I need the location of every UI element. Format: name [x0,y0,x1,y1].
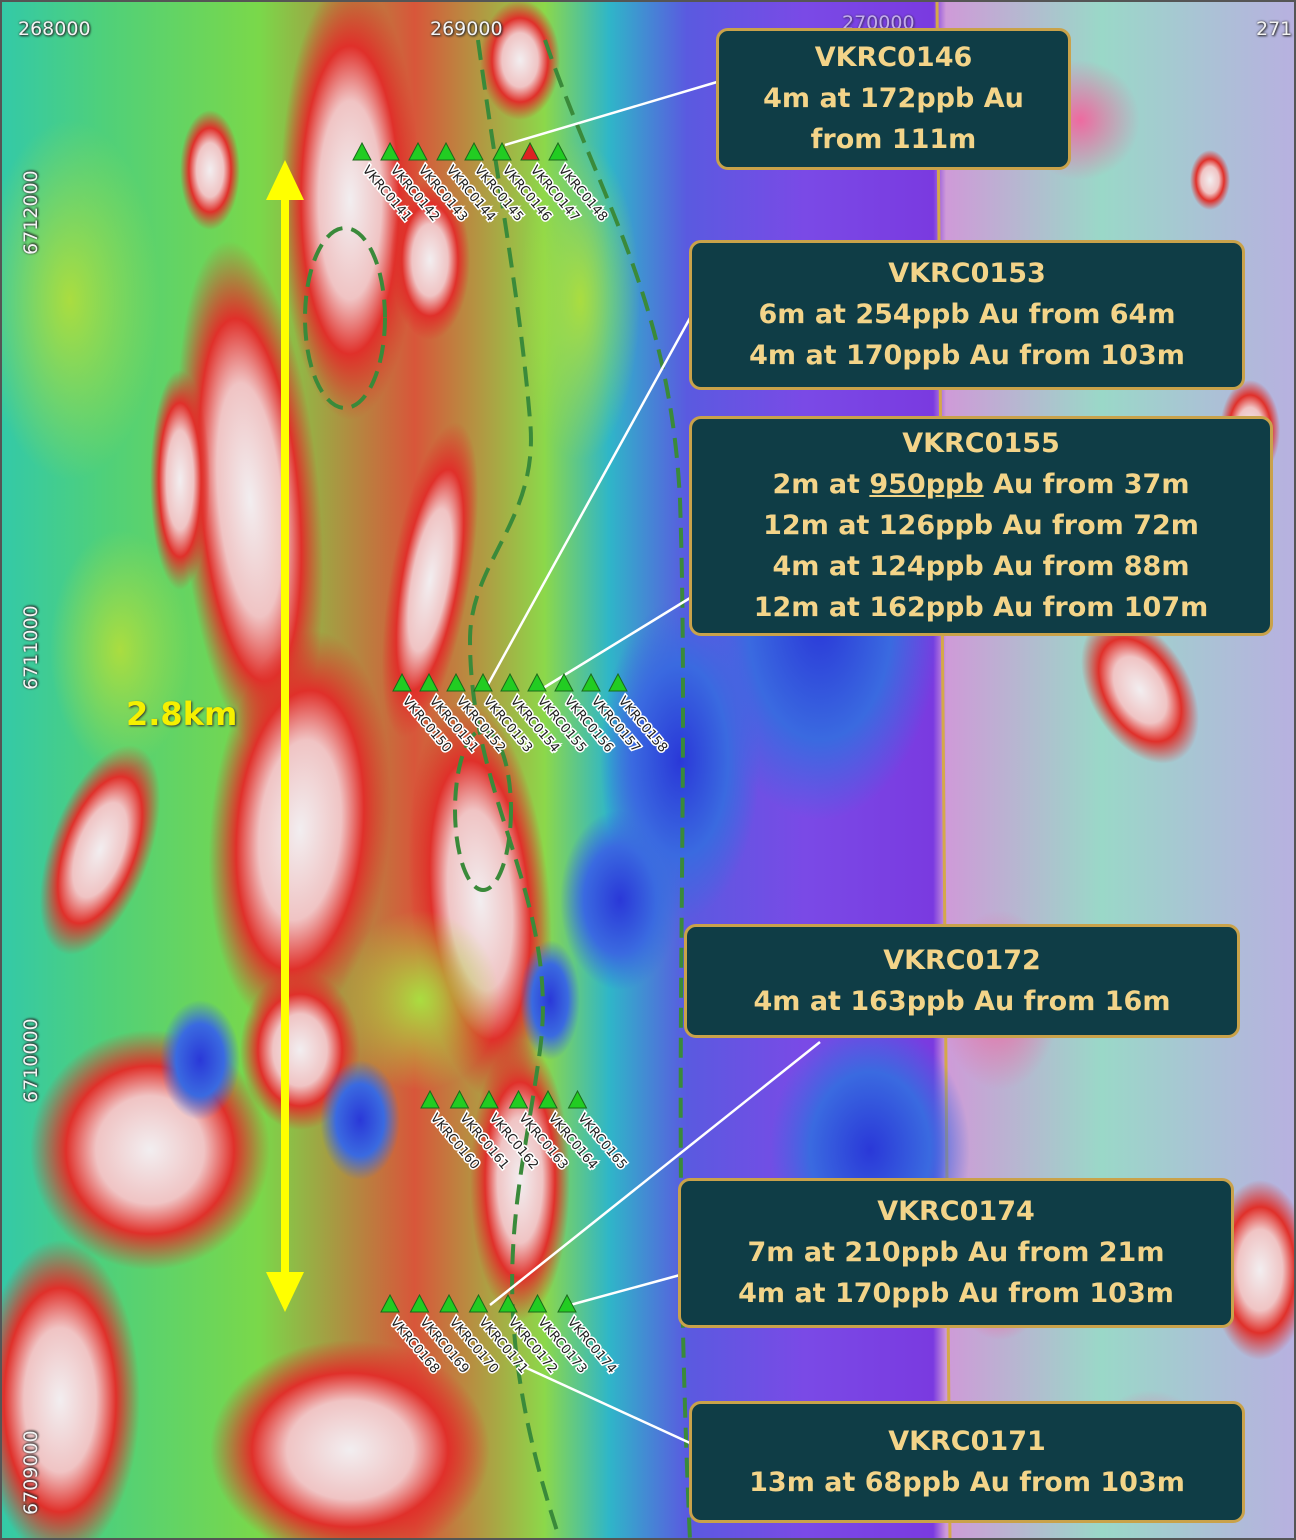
callout-line: 4m at 172ppb Au [763,83,1024,114]
callout-hole-id: VKRC0153 [888,258,1046,289]
drillhole-marker[interactable] [446,672,466,692]
callout-line: 4m at 124ppb Au from 88m [772,551,1190,582]
drillhole-marker[interactable] [508,1089,529,1109]
magnetic-low-anomaly [560,810,680,990]
drillhole-marker[interactable] [527,1293,548,1313]
callout-hole-id: VKRC0146 [814,42,973,73]
callout-vkrc0171: VKRC0171 13m at 68ppb Au from 103m [689,1401,1245,1523]
x-tick-label: 268000 [18,18,91,40]
drillhole-marker[interactable] [527,672,547,692]
callout-line: 4m at 170ppb Au from 103m [738,1278,1174,1309]
drillhole-marker[interactable] [409,1293,430,1313]
callout-hole-id: VKRC0171 [888,1425,1046,1457]
magnetic-high-anomaly [381,422,479,738]
callout-line: from 111m [810,124,977,155]
drillhole-marker[interactable] [500,672,520,692]
callout-grade-underlined: 950ppb [869,469,984,500]
callout-hole-id: VKRC0174 [877,1196,1035,1227]
magnetic-high-anomaly [180,110,240,230]
callout-line-suffix: Au from 37m [983,469,1190,500]
callout-vkrc0146: VKRC0146 4m at 172ppb Au from 111m [716,28,1071,170]
magnetic-mid-anomaly [520,140,640,460]
magnetic-mid-anomaly [0,120,160,480]
drillhole-marker[interactable] [449,1089,470,1109]
magnetic-low-anomaly [520,940,580,1060]
drillhole-marker[interactable] [380,141,400,161]
drillhole-marker[interactable] [392,672,412,692]
distance-label: 2.8km [126,695,238,733]
magnetic-high-anomaly [210,1340,490,1540]
magnetic-high-anomaly [470,1040,570,1320]
drillhole-marker[interactable] [557,1293,577,1313]
drillhole-marker[interactable] [419,672,439,692]
drillhole-marker[interactable] [554,672,574,692]
magnetic-low-anomaly [320,1060,400,1180]
drillhole-marker[interactable] [380,1293,400,1313]
drillhole-marker[interactable] [492,141,512,161]
drillhole-marker[interactable] [479,1089,499,1109]
callout-vkrc0174: VKRC0174 7m at 210ppb Au from 21m 4m at … [678,1178,1234,1328]
x-tick-label: 271 [1256,18,1293,40]
magnetic-high-anomaly [0,1240,140,1540]
callout-connectors [483,80,821,1445]
magnetic-low-anomaly [160,1000,240,1120]
callout-line-prefix: 2m at [772,469,870,500]
callout-line: 12m at 162ppb Au from 107m [753,592,1209,623]
callout-line: 4m at 170ppb Au from 103m [749,340,1185,371]
drillhole-marker[interactable] [548,141,568,161]
magnetic-high-anomaly [208,630,392,1030]
drillhole-marker[interactable] [473,672,493,692]
magnetic-mid-anomaly [340,910,500,1090]
drillhole-marker[interactable] [608,672,628,692]
drillhole-marker[interactable] [468,1293,489,1313]
callout-vkrc0155: VKRC0155 2m at 950ppb Au from 37m 12m at… [689,416,1273,636]
callout-vkrc0172: VKRC0172 4m at 163ppb Au from 16m [684,924,1240,1038]
drillhole-marker[interactable] [439,1293,459,1313]
drillhole-marker[interactable] [464,141,484,161]
drillhole-marker[interactable] [352,141,372,161]
magnetic-high-anomaly [1081,616,1199,764]
magnetic-mid-anomaly [50,530,190,770]
callout-line: 12m at 126ppb Au from 72m [763,510,1199,541]
drillhole-marker[interactable] [581,672,601,692]
drillhole-marker[interactable] [498,1293,518,1313]
distance-arrow [266,160,304,1312]
callout-line: 2m at 950ppb Au from 37m [692,464,1270,505]
magnetic-high-anomaly [390,180,470,340]
drillhole-marker[interactable] [567,1089,588,1109]
x-tick-label: 269000 [430,18,503,40]
callout-line: 4m at 163ppb Au from 16m [753,985,1171,1017]
drillhole-marker[interactable] [520,141,540,161]
drillhole-marker[interactable] [436,141,456,161]
callout-hole-id: VKRC0172 [883,944,1041,976]
magnetic-high-anomaly [39,745,161,955]
magnetic-high-anomaly [480,0,560,120]
drillholes: VKRC0141VKRC0142VKRC0143VKRC0144VKRC0145… [352,141,672,1378]
drillhole-marker[interactable] [538,1089,558,1109]
drillhole-marker[interactable] [420,1089,440,1109]
callout-line: 6m at 254ppb Au from 64m [758,299,1176,330]
callout-line: 13m at 68ppb Au from 103m [749,1466,1185,1498]
callout-line: 7m at 210ppb Au from 21m [747,1237,1165,1268]
callout-hole-id: VKRC0155 [902,428,1060,459]
drillhole-marker[interactable] [408,141,428,161]
magnetic-high-anomaly [1190,150,1230,210]
magnetic-high-anomaly [150,370,210,590]
callout-vkrc0153: VKRC0153 6m at 254ppb Au from 64m 4m at … [689,240,1245,390]
